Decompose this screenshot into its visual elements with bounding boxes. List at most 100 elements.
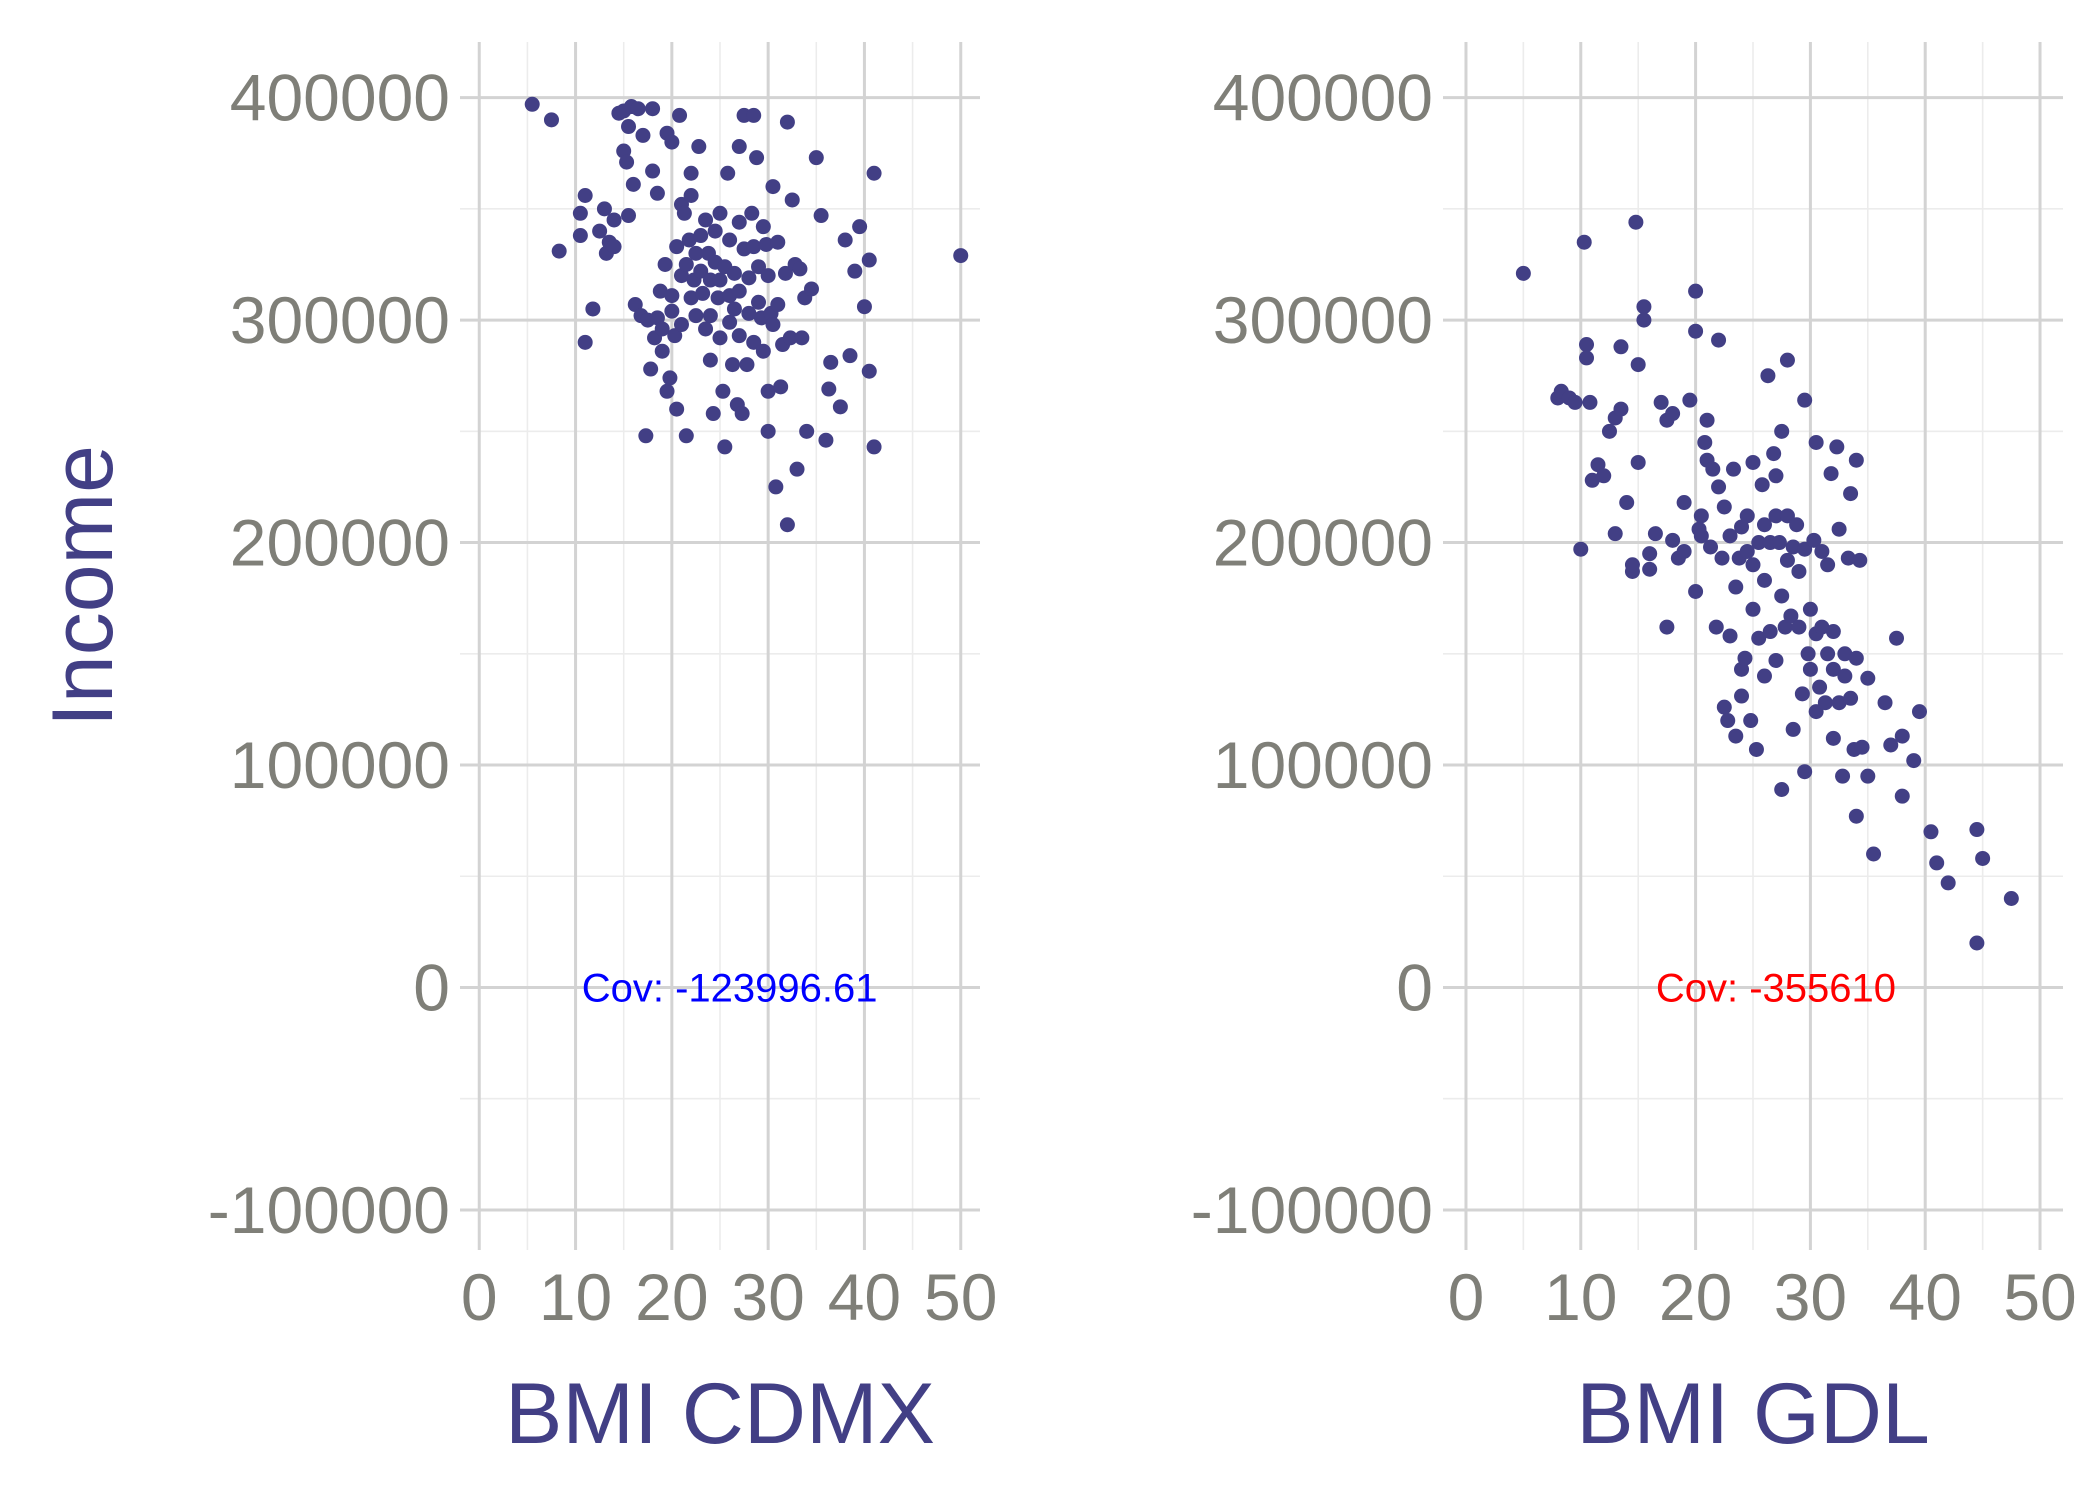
data-point	[765, 317, 781, 333]
data-point	[551, 243, 567, 259]
data-point	[1756, 668, 1772, 684]
data-point	[856, 299, 872, 315]
data-point	[1624, 557, 1640, 573]
data-point	[1785, 539, 1801, 555]
data-point	[1714, 550, 1730, 566]
data-point	[773, 379, 789, 395]
data-point	[1929, 855, 1945, 871]
data-point	[1975, 850, 1991, 866]
data-point	[683, 165, 699, 181]
data-point	[1653, 394, 1669, 410]
data-point	[664, 134, 680, 150]
data-point	[1579, 337, 1595, 353]
data-point	[1843, 690, 1859, 706]
data-point	[1693, 528, 1709, 544]
data-point	[720, 165, 736, 181]
data-point	[1676, 543, 1692, 559]
data-point	[645, 163, 661, 179]
data-point	[627, 297, 643, 313]
x-tick-label: 40	[828, 1260, 901, 1334]
data-point	[1817, 695, 1833, 711]
data-point	[1665, 532, 1681, 548]
data-point	[755, 219, 771, 235]
data-point	[1722, 528, 1738, 544]
data-point	[1739, 508, 1755, 524]
data-point	[741, 270, 757, 286]
data-point	[1823, 466, 1839, 482]
data-point	[739, 357, 755, 373]
covariance-annotation: Cov: -123996.61	[582, 966, 878, 1010]
x-axis-title: BMI CDMX	[505, 1366, 935, 1462]
data-point	[1791, 563, 1807, 579]
data-point	[1785, 721, 1801, 737]
data-point	[705, 406, 721, 422]
data-point	[1607, 526, 1623, 542]
y-tick-label: 400000	[1213, 61, 1433, 135]
data-point	[1716, 499, 1732, 515]
data-point	[676, 205, 692, 221]
data-point	[777, 265, 793, 281]
data-point	[1969, 935, 1985, 951]
data-point	[1756, 572, 1772, 588]
data-point	[1579, 350, 1595, 366]
data-point	[1711, 332, 1727, 348]
covariance-annotation: Cov: -355610	[1656, 966, 1896, 1010]
data-point	[821, 381, 837, 397]
data-point	[669, 239, 685, 255]
data-point	[1969, 822, 1985, 838]
y-tick-label: 200000	[1213, 506, 1433, 580]
data-point	[741, 305, 757, 321]
data-point	[1843, 486, 1859, 502]
data-point	[649, 185, 665, 201]
data-point	[1722, 628, 1738, 644]
data-point	[1762, 624, 1778, 640]
data-point	[1923, 824, 1939, 840]
data-point	[866, 165, 882, 181]
y-tick-label: 0	[413, 950, 450, 1024]
x-tick-label: 10	[539, 1260, 612, 1334]
y-tick-label: -100000	[208, 1173, 450, 1247]
data-point	[1837, 646, 1853, 662]
data-point	[1866, 846, 1882, 862]
data-point	[770, 234, 786, 250]
data-point	[789, 461, 805, 477]
data-point	[1676, 495, 1692, 511]
data-point	[1703, 539, 1719, 555]
data-point	[619, 154, 635, 170]
data-point	[688, 308, 704, 324]
data-point	[832, 399, 848, 415]
data-point	[725, 357, 741, 373]
data-point	[693, 263, 709, 279]
data-point	[1756, 517, 1772, 533]
data-point	[1894, 788, 1910, 804]
data-point	[731, 328, 747, 344]
data-point	[1774, 423, 1790, 439]
data-point	[638, 428, 654, 444]
data-point	[1779, 352, 1795, 368]
data-point	[1808, 434, 1824, 450]
data-point	[792, 261, 808, 277]
data-point	[758, 236, 774, 252]
data-point	[768, 479, 784, 495]
data-point	[722, 232, 738, 248]
y-tick-label: 0	[1396, 950, 1433, 1024]
data-point	[734, 406, 750, 422]
data-point	[1831, 695, 1847, 711]
data-point	[1725, 461, 1741, 477]
data-point	[1734, 519, 1750, 535]
data-point	[852, 219, 868, 235]
data-point	[1777, 619, 1793, 635]
data-point	[760, 383, 776, 399]
x-tick-label: 30	[1774, 1260, 1847, 1334]
data-point	[695, 285, 711, 301]
data-point	[1613, 401, 1629, 417]
data-point	[726, 265, 742, 281]
data-point	[691, 139, 707, 155]
data-point	[652, 283, 668, 299]
data-point	[710, 290, 726, 306]
data-point	[746, 334, 762, 350]
data-point	[1754, 477, 1770, 493]
data-point	[1734, 688, 1750, 704]
data-point	[712, 205, 728, 221]
